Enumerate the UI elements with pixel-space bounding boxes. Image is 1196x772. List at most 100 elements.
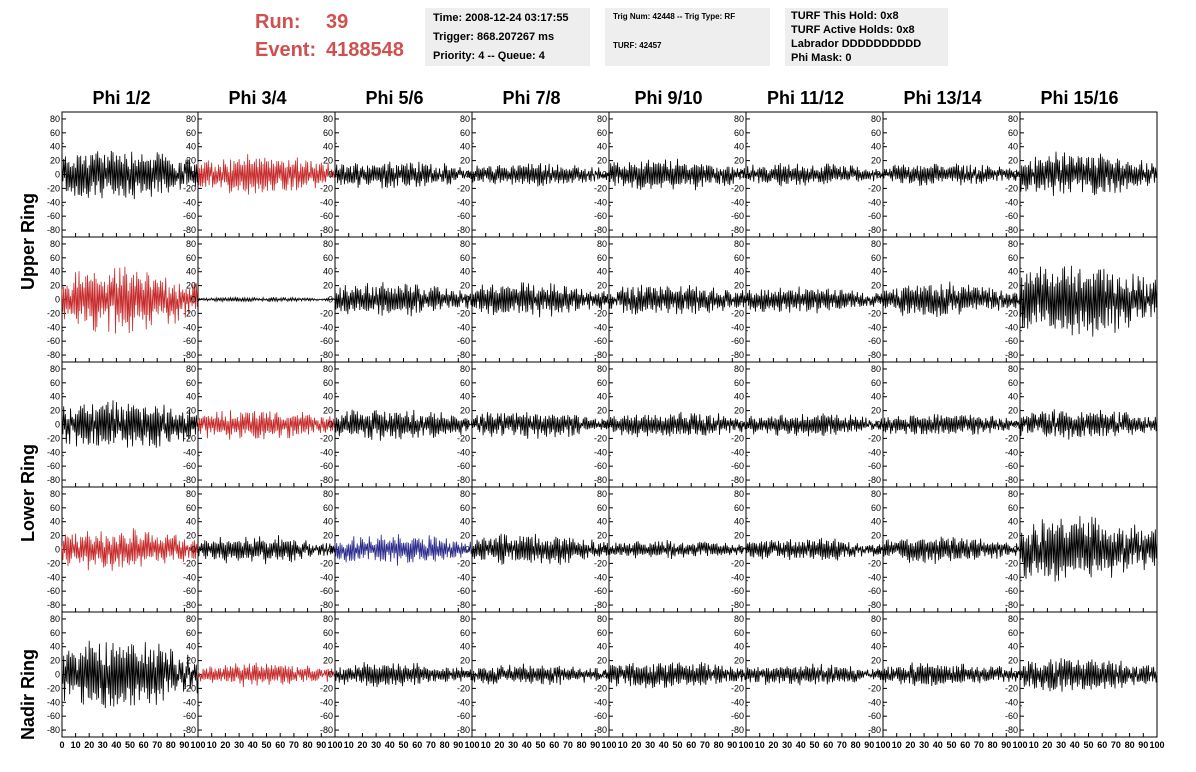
y-tick-label-r1-c3: -20 <box>320 183 333 193</box>
y-tick-label-r4-c1: 20 <box>50 531 60 541</box>
y-tick-label-r2-c4: 40 <box>460 267 470 277</box>
waveform-r1-c3 <box>334 161 473 189</box>
y-tick-label-r1-c8: 40 <box>1008 142 1018 152</box>
y-tick-label-r4-c2: 80 <box>186 489 196 499</box>
y-tick-label-r4-c6: -60 <box>731 586 744 596</box>
waveform-r4-c4 <box>471 533 610 565</box>
column-title-phi-1-2: Phi 1/2 <box>92 88 151 108</box>
y-tick-label-r2-c1: -40 <box>47 322 60 332</box>
y-tick-label-r2-c8: -40 <box>1005 322 1018 332</box>
x-tick-label-r5-c6: 20 <box>768 740 778 750</box>
y-tick-label-r1-c7: 80 <box>871 114 881 124</box>
y-tick-label-r2-c6: 80 <box>734 239 744 249</box>
y-tick-label-r1-c7: 0 <box>876 170 881 180</box>
x-tick-label-r5-c4: 60 <box>549 740 559 750</box>
x-tick-label-r5-c2: 20 <box>220 740 230 750</box>
y-tick-label-r5-c3: -60 <box>320 711 333 721</box>
y-tick-label-r3-c7: 0 <box>876 420 881 430</box>
y-tick-label-r5-c3: 20 <box>323 656 333 666</box>
y-tick-label-r3-c5: 60 <box>597 378 607 388</box>
x-tick-label-r5-c5: 100 <box>738 740 753 750</box>
y-tick-label-r5-c4: 20 <box>460 656 470 666</box>
y-tick-label-r4-c3: -60 <box>320 586 333 596</box>
y-tick-label-r2-c2: 0 <box>191 295 196 305</box>
y-tick-label-r5-c2: 60 <box>186 628 196 638</box>
y-tick-label-r2-c5: -40 <box>594 322 607 332</box>
waveform-r2-c3 <box>334 282 473 317</box>
y-tick-label-r1-c2: -60 <box>183 211 196 221</box>
y-tick-label-r5-c3: 80 <box>323 614 333 624</box>
y-tick-label-r1-c3: 80 <box>323 114 333 124</box>
y-tick-label-r5-c5: 80 <box>597 614 607 624</box>
x-tick-label-r5-c3: 100 <box>464 740 479 750</box>
column-title-phi-13-14: Phi 13/14 <box>903 88 982 108</box>
y-tick-label-r1-c2: 80 <box>186 114 196 124</box>
event-time: Time: 2008-12-24 03:17:55 <box>433 12 569 24</box>
y-tick-label-r4-c4: -60 <box>457 586 470 596</box>
y-tick-label-r3-c7: 40 <box>871 392 881 402</box>
y-tick-label-r4-c5: -80 <box>594 600 607 610</box>
y-tick-label-r4-c1: 60 <box>50 503 60 513</box>
x-tick-label-r5-c2: 50 <box>261 740 271 750</box>
y-tick-label-r1-c1: -60 <box>47 211 60 221</box>
y-tick-label-r3-c7: 20 <box>871 406 881 416</box>
x-tick-label-r5-c1: 30 <box>98 740 108 750</box>
y-tick-label-r1-c3: 40 <box>323 142 333 152</box>
y-tick-label-r2-c5: -20 <box>594 308 607 318</box>
y-tick-label-r4-c5: 80 <box>597 489 607 499</box>
y-tick-label-r2-c3: 40 <box>323 267 333 277</box>
y-tick-label-r5-c2: 40 <box>186 642 196 652</box>
y-tick-label-r2-c1: 20 <box>50 281 60 291</box>
y-tick-label-r1-c3: -80 <box>320 225 333 235</box>
x-tick-label-r5-c4: 30 <box>508 740 518 750</box>
y-tick-label-r4-c8: 0 <box>1013 545 1018 555</box>
y-tick-label-r1-c8: 80 <box>1008 114 1018 124</box>
y-tick-label-r5-c2: -80 <box>183 725 196 735</box>
y-tick-label-r3-c1: 80 <box>50 364 60 374</box>
x-tick-label-r5-c4: 70 <box>563 740 573 750</box>
y-tick-label-r5-c3: -20 <box>320 683 333 693</box>
y-tick-label-r1-c6: 80 <box>734 114 744 124</box>
y-tick-label-r3-c1: 0 <box>55 420 60 430</box>
column-title-phi-7-8: Phi 7/8 <box>502 88 561 108</box>
y-tick-label-r1-c3: -40 <box>320 197 333 207</box>
waveform-r3-c4 <box>471 412 610 439</box>
y-tick-label-r5-c5: 0 <box>602 670 607 680</box>
y-tick-label-r2-c5: 40 <box>597 267 607 277</box>
waveform-r2-c4 <box>471 282 610 318</box>
waveform-r1-c6 <box>745 163 884 187</box>
waveform-r5-c8 <box>1019 657 1158 692</box>
y-tick-label-r2-c2: 80 <box>186 239 196 249</box>
column-title-phi-3-4: Phi 3/4 <box>228 88 287 108</box>
x-tick-label-r5-c7: 20 <box>905 740 915 750</box>
y-tick-label-r4-c3: 80 <box>323 489 333 499</box>
y-tick-label-r2-c4: 80 <box>460 239 470 249</box>
y-tick-label-r4-c8: -60 <box>1005 586 1018 596</box>
y-tick-label-r4-c3: -80 <box>320 600 333 610</box>
y-tick-label-r4-c4: -20 <box>457 558 470 568</box>
y-tick-label-r1-c7: -20 <box>868 183 881 193</box>
waveform-r5-c2 <box>197 662 336 688</box>
waveform-r4-c6 <box>745 537 884 561</box>
y-tick-label-r3-c7: -80 <box>868 475 881 485</box>
x-tick-label-r5-c4: 80 <box>577 740 587 750</box>
x-tick-label-r5-c2: 30 <box>234 740 244 750</box>
waveform-r5-c3 <box>334 662 473 688</box>
y-tick-label-r1-c8: -40 <box>1005 197 1018 207</box>
y-tick-label-r1-c4: -80 <box>457 225 470 235</box>
y-tick-label-r1-c8: -80 <box>1005 225 1018 235</box>
y-tick-label-r2-c1: -80 <box>47 350 60 360</box>
y-tick-label-r1-c6: -60 <box>731 211 744 221</box>
phi-mask: Phi Mask: 0 <box>791 52 852 64</box>
y-tick-label-r3-c4: 0 <box>465 420 470 430</box>
y-tick-label-r3-c4: 40 <box>460 392 470 402</box>
y-tick-label-r5-c8: 80 <box>1008 614 1018 624</box>
x-tick-label-r5-c8: 30 <box>1056 740 1066 750</box>
y-tick-label-r1-c5: 40 <box>597 142 607 152</box>
y-tick-label-r2-c5: 60 <box>597 253 607 263</box>
y-tick-label-r3-c8: 60 <box>1008 378 1018 388</box>
waveform-r5-c4 <box>471 663 610 686</box>
y-tick-label-r3-c6: 60 <box>734 378 744 388</box>
y-tick-label-r1-c1: -20 <box>47 183 60 193</box>
x-tick-label-r5-c5: 30 <box>645 740 655 750</box>
